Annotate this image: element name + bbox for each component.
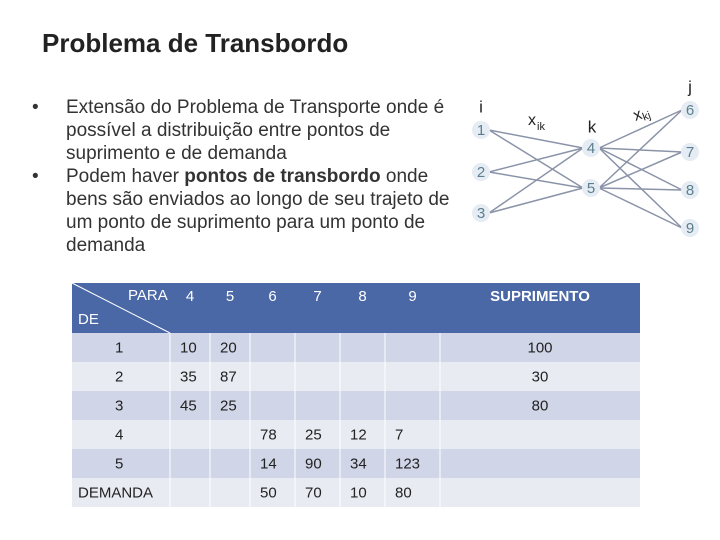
label-k: k bbox=[588, 117, 597, 136]
edge bbox=[598, 109, 683, 149]
edge bbox=[488, 187, 584, 214]
node bbox=[681, 101, 699, 119]
bullet: Podem haver pontos de transbordo onde be… bbox=[28, 165, 470, 257]
edge bbox=[488, 147, 584, 173]
title: Problema de Transbordo bbox=[42, 28, 349, 58]
bullet-text: Podem haver bbox=[66, 166, 185, 187]
node bbox=[582, 139, 600, 157]
cell: 78 bbox=[260, 426, 277, 443]
row-header: 1 bbox=[115, 339, 123, 356]
row-header: 4 bbox=[115, 426, 123, 443]
table-row bbox=[72, 449, 640, 478]
row-header: DEMANDA bbox=[78, 484, 153, 501]
edge bbox=[598, 147, 683, 229]
cell: 50 bbox=[260, 484, 277, 501]
cell: 80 bbox=[395, 484, 412, 501]
node bbox=[472, 204, 490, 222]
cell: 87 bbox=[220, 368, 237, 385]
column-header: 9 bbox=[408, 288, 416, 305]
label-xik: x bbox=[528, 112, 536, 129]
node-label: 8 bbox=[686, 182, 694, 199]
cell: 45 bbox=[180, 397, 197, 414]
cell: 14 bbox=[260, 455, 277, 472]
column-header: SUPRIMENTO bbox=[490, 288, 590, 305]
bullet-text: onde bens são enviados ao longo de seu t… bbox=[66, 166, 450, 256]
cell: 100 bbox=[527, 339, 552, 356]
cell: 30 bbox=[532, 368, 549, 385]
edge bbox=[598, 147, 683, 191]
node bbox=[472, 121, 490, 139]
edge bbox=[598, 109, 683, 189]
bullet: Extensão do Problema de Transporte onde … bbox=[28, 96, 470, 165]
node bbox=[472, 163, 490, 181]
cell: 90 bbox=[305, 455, 322, 472]
cell: 25 bbox=[220, 397, 237, 414]
node-label: 2 bbox=[477, 164, 485, 181]
table-row bbox=[72, 333, 640, 362]
node bbox=[681, 143, 699, 161]
node-label: 6 bbox=[686, 102, 694, 119]
column-header: 5 bbox=[226, 288, 234, 305]
node bbox=[582, 179, 600, 197]
bullet-list: Extensão do Problema de Transporte onde … bbox=[28, 96, 470, 257]
corner-bottom: DE bbox=[78, 311, 99, 328]
node-label: 1 bbox=[477, 122, 485, 139]
node bbox=[681, 219, 699, 237]
row-header: 5 bbox=[115, 455, 123, 472]
cell: 12 bbox=[350, 426, 367, 443]
table-row bbox=[72, 362, 640, 391]
cell: 35 bbox=[180, 368, 197, 385]
cell: 10 bbox=[350, 484, 367, 501]
cell: 34 bbox=[350, 455, 367, 472]
edge bbox=[488, 147, 584, 214]
edge bbox=[488, 129, 584, 189]
edge bbox=[598, 187, 683, 229]
edge bbox=[598, 151, 683, 189]
cell: 80 bbox=[532, 397, 549, 414]
corner-top: PARA bbox=[128, 287, 168, 304]
column-header: 6 bbox=[268, 288, 276, 305]
row-header: 2 bbox=[115, 368, 123, 385]
cell: 7 bbox=[395, 426, 403, 443]
edge bbox=[598, 187, 683, 191]
label-j: j bbox=[687, 77, 692, 96]
table-row bbox=[72, 478, 640, 507]
node-label: 4 bbox=[587, 140, 595, 157]
table-row bbox=[72, 420, 640, 449]
table-row bbox=[72, 391, 640, 420]
bullet-text: Extensão do Problema de Transporte onde … bbox=[66, 97, 445, 164]
node-label: 9 bbox=[686, 220, 694, 237]
label-i: i bbox=[479, 97, 483, 116]
node-label: 7 bbox=[686, 144, 694, 161]
cell: 70 bbox=[305, 484, 322, 501]
cell: 123 bbox=[395, 455, 420, 472]
label-xkj-sub: kj bbox=[641, 110, 653, 124]
table-header bbox=[72, 283, 640, 333]
cell: 20 bbox=[220, 339, 237, 356]
cell: 10 bbox=[180, 339, 197, 356]
column-header: 7 bbox=[313, 288, 321, 305]
bullet-text: pontos de transbordo bbox=[184, 166, 381, 187]
node bbox=[681, 181, 699, 199]
label-xik-sub: ik bbox=[537, 121, 545, 133]
node-label: 3 bbox=[477, 205, 485, 222]
edge bbox=[488, 129, 584, 149]
corner-diagonal bbox=[71, 282, 171, 334]
column-header: 4 bbox=[186, 288, 194, 305]
node-label: 5 bbox=[587, 180, 595, 197]
cell: 25 bbox=[305, 426, 322, 443]
column-header: 8 bbox=[358, 288, 366, 305]
row-header: 3 bbox=[115, 397, 123, 414]
